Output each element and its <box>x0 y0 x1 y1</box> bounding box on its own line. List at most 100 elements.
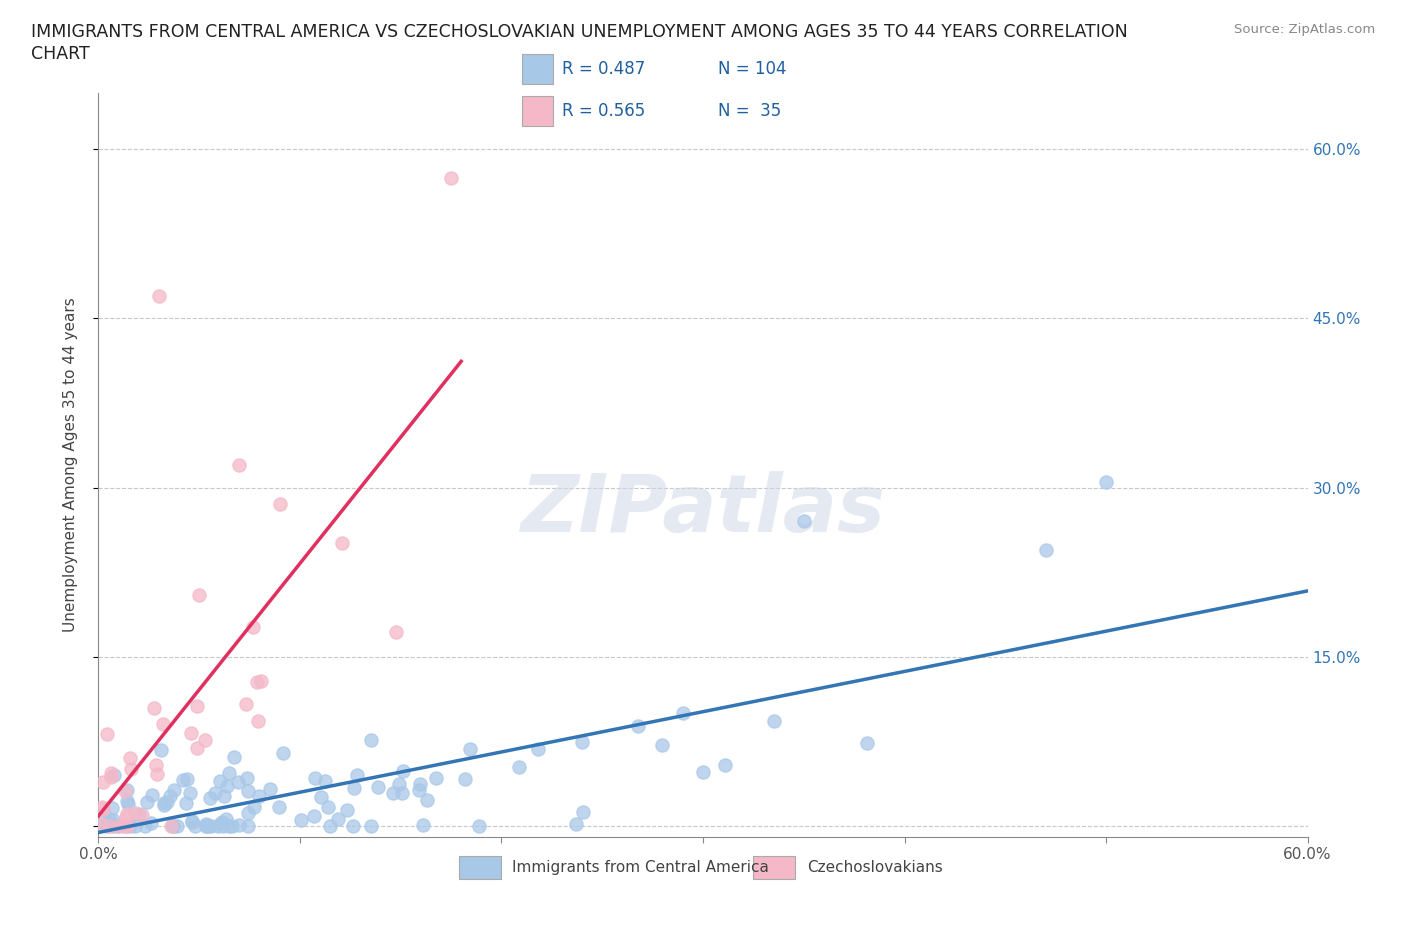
Text: R = 0.565: R = 0.565 <box>561 102 645 120</box>
Point <box>247 788 270 803</box>
Point <box>176 772 198 787</box>
Point <box>360 818 382 833</box>
Point <box>89 818 111 833</box>
Point <box>135 794 157 809</box>
Text: R = 0.487: R = 0.487 <box>561 60 645 78</box>
Point <box>458 741 481 756</box>
Point <box>228 817 250 832</box>
Point <box>672 706 695 721</box>
Point <box>384 625 406 640</box>
Point <box>207 818 229 833</box>
Point <box>226 774 249 789</box>
Point <box>186 740 208 755</box>
Point <box>142 700 165 715</box>
Point <box>221 818 243 833</box>
Point <box>120 762 142 777</box>
Point <box>208 773 231 788</box>
Text: CHART: CHART <box>31 45 90 62</box>
Point <box>224 750 246 764</box>
Point <box>208 817 231 831</box>
Point <box>425 771 447 786</box>
Point <box>412 817 434 832</box>
Point <box>200 818 222 833</box>
Point <box>246 714 269 729</box>
Point <box>114 783 136 798</box>
Point <box>269 497 291 512</box>
Text: ZIPatlas: ZIPatlas <box>520 471 886 549</box>
Point <box>193 733 215 748</box>
Point <box>103 768 125 783</box>
Point <box>120 818 142 833</box>
Point <box>184 818 207 833</box>
Point <box>793 514 815 529</box>
Point <box>246 674 269 689</box>
Point <box>195 817 218 831</box>
Point <box>211 818 233 833</box>
Point <box>235 697 257 711</box>
Point <box>259 781 281 796</box>
Point <box>273 746 295 761</box>
Point <box>150 743 173 758</box>
Point <box>90 817 112 831</box>
Point <box>166 818 188 833</box>
Point <box>314 774 336 789</box>
Point <box>91 800 114 815</box>
Point <box>124 818 146 833</box>
Point <box>228 458 250 472</box>
Point <box>330 536 353 551</box>
Point <box>651 737 673 752</box>
Point <box>388 777 411 791</box>
Point <box>159 789 181 804</box>
Y-axis label: Unemployment Among Ages 35 to 44 years: Unemployment Among Ages 35 to 44 years <box>63 298 77 632</box>
Text: N =  35: N = 35 <box>717 102 780 120</box>
Point <box>236 784 259 799</box>
Point <box>408 783 430 798</box>
Point <box>238 805 260 820</box>
Point <box>100 770 122 785</box>
Point <box>218 765 240 780</box>
Point <box>107 818 129 833</box>
Point <box>152 717 174 732</box>
Point <box>115 806 138 821</box>
Point <box>316 799 339 814</box>
Point <box>762 714 785 729</box>
Point <box>304 808 326 823</box>
Point <box>212 789 235 804</box>
Point <box>342 818 364 833</box>
Point <box>115 818 138 833</box>
Point <box>103 813 125 828</box>
Point <box>195 818 218 833</box>
Point <box>172 773 194 788</box>
Point <box>391 786 413 801</box>
Point <box>211 815 233 830</box>
FancyBboxPatch shape <box>522 96 553 126</box>
Point <box>145 758 167 773</box>
Point <box>98 811 121 826</box>
Point <box>627 718 650 733</box>
Point <box>91 801 114 816</box>
Point <box>243 799 266 814</box>
Point <box>392 764 415 778</box>
Point <box>100 765 122 780</box>
Point <box>382 785 405 800</box>
Point <box>96 727 118 742</box>
Point <box>152 796 174 811</box>
Point <box>163 783 186 798</box>
Point <box>194 818 217 833</box>
Point <box>180 725 202 740</box>
Point <box>328 812 350 827</box>
Point <box>249 673 271 688</box>
Point <box>128 806 150 821</box>
Point <box>714 757 737 772</box>
Point <box>319 818 342 833</box>
Point <box>336 802 359 817</box>
Point <box>217 778 239 793</box>
Point <box>343 781 366 796</box>
Point <box>160 818 183 833</box>
Point <box>180 814 202 829</box>
Point <box>97 818 120 833</box>
Point <box>440 170 463 185</box>
Point <box>162 818 184 833</box>
Point <box>91 775 114 790</box>
Text: Immigrants from Central America: Immigrants from Central America <box>513 859 769 875</box>
